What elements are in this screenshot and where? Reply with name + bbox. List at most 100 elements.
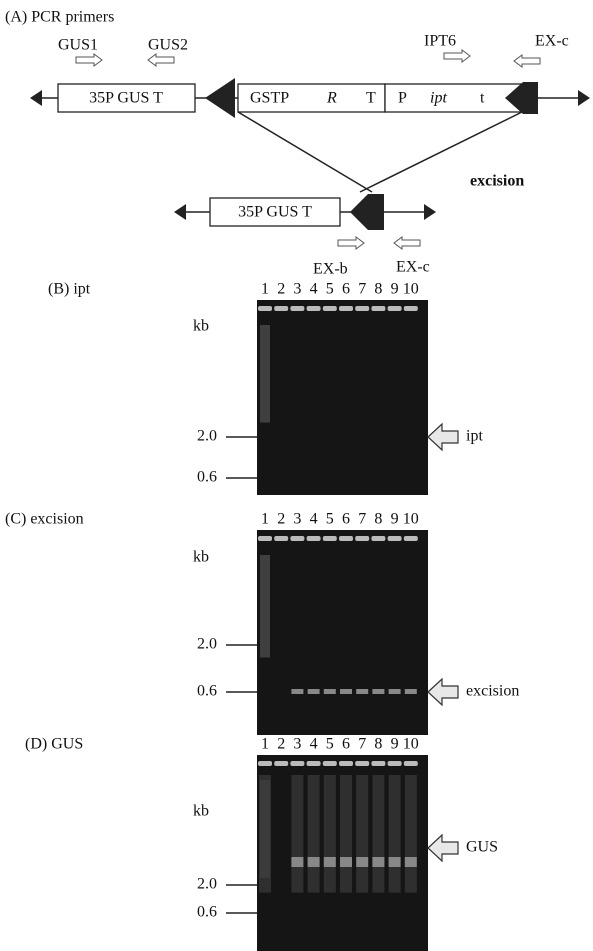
- lane-number: 3: [293, 511, 301, 528]
- product-label: excision: [466, 683, 519, 700]
- lane-number: 7: [358, 281, 366, 298]
- primer-label: GUS1: [58, 37, 98, 54]
- lane-number: 3: [293, 281, 301, 298]
- marker-label: 0.6: [197, 904, 217, 921]
- gene-label: R: [326, 90, 337, 107]
- well: [371, 536, 385, 541]
- gel: [257, 530, 428, 735]
- lane-number: 4: [310, 511, 318, 528]
- lane-number: 2: [277, 736, 285, 753]
- well: [274, 536, 288, 541]
- well: [404, 536, 418, 541]
- figure: (A) PCR primers GUS1 GUS2 IPT6 EX-c 35P …: [0, 0, 593, 951]
- unit-label: kb: [193, 318, 209, 335]
- well: [355, 761, 369, 766]
- well: [339, 761, 353, 766]
- recombination-line: [238, 112, 372, 192]
- lane-number: 5: [326, 736, 334, 753]
- band: [372, 857, 384, 867]
- border: [30, 90, 42, 106]
- unit-label: kb: [193, 803, 209, 820]
- lane-number: 6: [342, 511, 350, 528]
- product-label: ipt: [466, 428, 483, 445]
- band: [308, 857, 320, 867]
- well: [323, 536, 337, 541]
- border: [174, 204, 186, 220]
- border: [578, 90, 590, 106]
- well: [371, 761, 385, 766]
- band: [389, 689, 401, 694]
- lane-number: 5: [326, 281, 334, 298]
- rs-site: [350, 194, 384, 230]
- lane-number: 1: [261, 281, 269, 298]
- marker-label: 0.6: [197, 683, 217, 700]
- lane-number: 1: [261, 511, 269, 528]
- lane-number: 9: [391, 736, 399, 753]
- smear: [308, 775, 320, 893]
- gene-label: t: [480, 90, 485, 107]
- gene-label: 35P GUS T: [238, 204, 312, 221]
- well: [323, 306, 337, 311]
- border: [424, 204, 436, 220]
- smear: [259, 775, 271, 893]
- band: [291, 857, 303, 867]
- lane-number: 6: [342, 281, 350, 298]
- smear: [405, 775, 417, 893]
- smear: [389, 775, 401, 893]
- well: [258, 761, 272, 766]
- well: [258, 536, 272, 541]
- ladder: [260, 325, 270, 423]
- smear: [372, 775, 384, 893]
- marker-label: 2.0: [197, 876, 217, 893]
- well: [388, 761, 402, 766]
- gene-label: GSTP: [250, 90, 289, 107]
- well: [258, 306, 272, 311]
- band: [291, 689, 303, 694]
- lane-number: 2: [277, 511, 285, 528]
- smear: [356, 775, 368, 893]
- band: [405, 689, 417, 694]
- primer-arrow: [338, 237, 364, 249]
- lane-number: 8: [374, 736, 382, 753]
- product-label: GUS: [466, 839, 498, 856]
- primer-label: GUS2: [148, 37, 188, 54]
- lane-number: 9: [391, 511, 399, 528]
- marker-label: 0.6: [197, 469, 217, 486]
- gene-label: ipt: [430, 90, 447, 107]
- band: [389, 857, 401, 867]
- lane-number: 8: [374, 511, 382, 528]
- lane-number: 8: [374, 281, 382, 298]
- primer-arrow: [76, 54, 102, 66]
- band: [340, 689, 352, 694]
- band: [356, 857, 368, 867]
- band: [308, 689, 320, 694]
- panel-title: (C) excision: [5, 511, 84, 528]
- smear: [340, 775, 352, 893]
- lane-number: 10: [403, 736, 419, 753]
- unit-label: kb: [193, 549, 209, 566]
- event-label: excision: [470, 173, 524, 190]
- primer-label: EX-c: [535, 33, 569, 50]
- well: [355, 536, 369, 541]
- lane-number: 7: [358, 736, 366, 753]
- panel-title: (D) GUS: [25, 736, 83, 753]
- marker-label: 2.0: [197, 428, 217, 445]
- lane-number: 6: [342, 736, 350, 753]
- lane-number: 2: [277, 281, 285, 298]
- lane-number: 4: [310, 736, 318, 753]
- well: [274, 761, 288, 766]
- marker-label: 2.0: [197, 636, 217, 653]
- primer-arrow: [444, 50, 470, 62]
- band: [372, 689, 384, 694]
- gene-label: T: [366, 90, 376, 107]
- gene-label: 35P GUS T: [89, 90, 163, 107]
- well: [307, 306, 321, 311]
- well: [355, 306, 369, 311]
- well: [388, 306, 402, 311]
- well: [404, 761, 418, 766]
- well: [339, 536, 353, 541]
- lane-number: 5: [326, 511, 334, 528]
- product-arrow: [428, 424, 458, 450]
- well: [290, 306, 304, 311]
- primer-arrow: [394, 237, 420, 249]
